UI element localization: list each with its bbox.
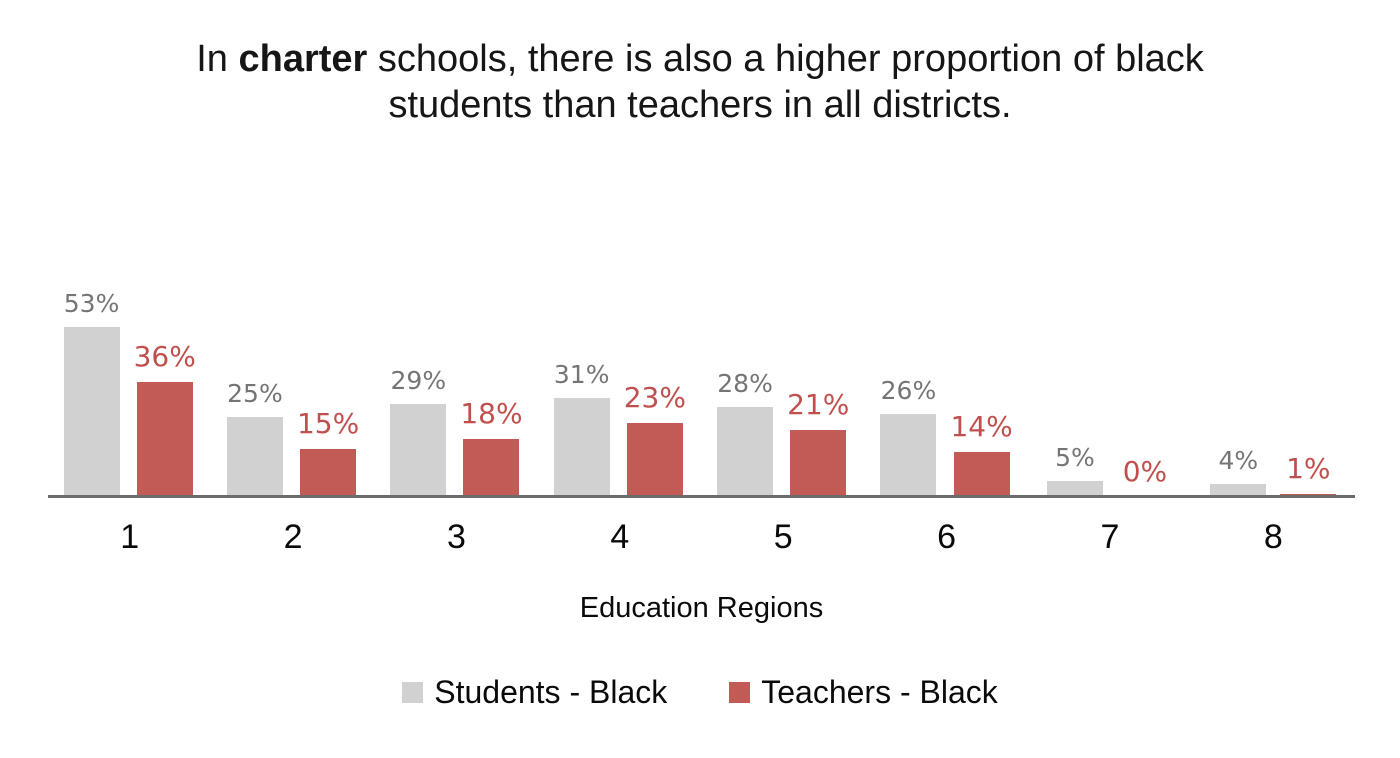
bar-group: 5% 0%: [1028, 443, 1191, 497]
teachers-value-label: 18%: [460, 397, 523, 430]
teachers-bar-column: 23%: [624, 381, 686, 497]
students-bar: [63, 327, 120, 497]
teachers-value-label: 1%: [1286, 452, 1331, 485]
students-value-label: 25%: [227, 379, 283, 408]
legend-item-students: Students - Black: [402, 674, 667, 711]
page-title: In charter schools, there is also a high…: [0, 36, 1400, 129]
teachers-value-label: 15%: [296, 407, 360, 440]
teachers-bar: [300, 449, 357, 497]
teachers-legend-swatch-icon: [729, 682, 751, 703]
students-bar-column: 25%: [226, 379, 283, 497]
teachers-value-label: 23%: [623, 381, 686, 414]
x-tick-label: 2: [283, 518, 303, 556]
legend-label: Teachers - Black: [761, 674, 998, 710]
legend: Students - Black Teachers - Black: [0, 674, 1400, 711]
bar-group: 53% 36%: [48, 289, 211, 497]
teachers-value-label: 36%: [133, 340, 196, 373]
x-tick-label: 8: [1263, 518, 1283, 556]
title-line-2: students than teachers in all districts.: [388, 84, 1012, 127]
teachers-bar: [790, 430, 847, 497]
teachers-bar: [953, 452, 1010, 497]
students-bar: [226, 417, 283, 497]
students-bar-column: 53%: [63, 289, 120, 497]
students-bar: [1210, 484, 1267, 497]
plot-area: 53% 36% 25% 15% 29% 18% 31% 23% 28% 21% 26% 14% 5% 0%…: [48, 210, 1355, 497]
students-bar-column: 29%: [390, 366, 447, 497]
teachers-bar-column: 0%: [1117, 455, 1173, 497]
x-tick-label: 7: [1100, 518, 1120, 556]
students-bar: [1046, 481, 1103, 497]
teachers-bar-column: 18%: [460, 397, 523, 497]
students-legend-swatch-icon: [402, 682, 424, 703]
x-tick-label: 3: [446, 518, 466, 556]
title-bold-text: charter: [238, 38, 368, 80]
bar-group: 25% 15%: [211, 379, 374, 497]
students-bar-column: 31%: [553, 360, 610, 497]
x-tick-label: 6: [937, 518, 957, 556]
students-value-label: 28%: [717, 369, 773, 398]
students-bar-column: 5%: [1046, 443, 1103, 497]
title-text: In: [196, 38, 239, 80]
plot-bars: 53% 36% 25% 15% 29% 18% 31% 23% 28% 21% 26% 14% 5% 0%…: [48, 210, 1355, 497]
teachers-bar: [136, 382, 193, 497]
teachers-value-label: 14%: [950, 410, 1013, 443]
bar-group: 28% 21%: [702, 369, 865, 497]
students-bar-column: 28%: [717, 369, 774, 497]
teachers-bar-column: 36%: [134, 340, 196, 497]
students-value-label: 31%: [553, 360, 610, 389]
teachers-bar: [626, 423, 683, 497]
students-bar: [880, 414, 937, 497]
students-value-label: 29%: [390, 366, 447, 395]
students-bar: [553, 398, 610, 497]
students-value-label: 53%: [63, 289, 120, 318]
title-text: schools, there is also a higher proporti…: [367, 38, 1204, 80]
bar-group: 4% 1%: [1192, 446, 1355, 497]
students-bar-column: 26%: [880, 376, 937, 497]
students-bar: [390, 404, 447, 497]
teachers-bar-column: 1%: [1280, 452, 1337, 497]
x-tick-label: 5: [773, 518, 793, 556]
teachers-bar-column: 15%: [297, 407, 359, 497]
teachers-bar-column: 14%: [950, 410, 1013, 497]
x-tick-label: 1: [120, 518, 140, 556]
x-axis-labels: 1 2 3 4 5 6 7 8: [48, 518, 1355, 557]
x-axis-title: Education Regions: [579, 592, 824, 624]
bar-group: 26% 14%: [865, 376, 1028, 497]
legend-item-teachers: Teachers - Black: [729, 674, 998, 711]
students-bar: [717, 407, 774, 497]
students-bar-column: 4%: [1210, 446, 1267, 497]
x-axis-line: [48, 495, 1355, 498]
students-value-label: 4%: [1218, 446, 1259, 475]
teachers-bar: [463, 439, 520, 497]
bar-group: 29% 18%: [375, 366, 538, 497]
teachers-value-label: 0%: [1122, 455, 1168, 488]
title-line-1: In charter schools, there is also a high…: [0, 36, 1400, 82]
teachers-bar-column: 21%: [787, 388, 849, 497]
teachers-value-label: 21%: [787, 388, 850, 421]
students-value-label: 5%: [1055, 443, 1095, 472]
legend-label: Students - Black: [434, 674, 668, 710]
x-tick-label: 4: [610, 518, 630, 556]
bar-group: 31% 23%: [538, 360, 701, 497]
students-value-label: 26%: [880, 376, 937, 405]
